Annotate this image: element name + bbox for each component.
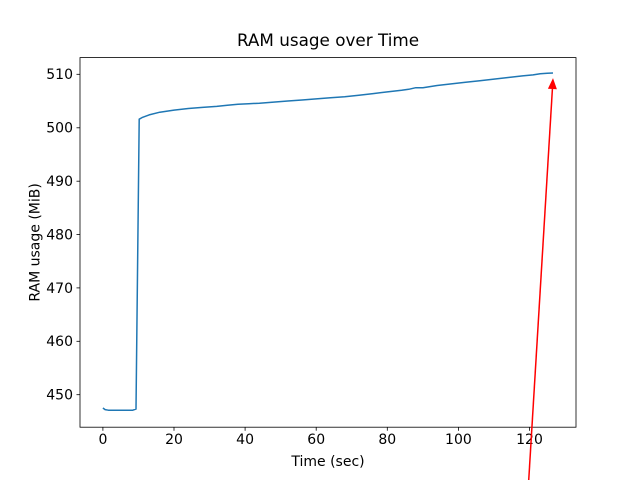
x-axis-label: Time (sec) [290,454,364,470]
y-tick-label: 490 [46,174,73,190]
y-tick-label: 510 [46,67,73,83]
x-tick-label: 120 [516,432,543,448]
plot-area [79,57,577,428]
x-tick-label: 60 [307,432,325,448]
annotation-arrow-line [527,88,554,480]
x-tick-label: 100 [445,432,472,448]
ram-usage-line [102,72,554,411]
y-tick-label: 470 [46,281,73,297]
x-tick-label: 80 [378,432,396,448]
y-tick-label: 460 [46,334,73,350]
y-tick-label: 480 [46,228,73,244]
y-axis-tick-marks [76,73,80,396]
x-tick-label: 20 [165,432,183,448]
y-tick-label: 450 [46,388,73,404]
y-axis-tick-labels: 450 460 470 480 490 500 510 [46,67,73,403]
y-tick-label: 500 [46,121,73,137]
x-tick-label: 40 [236,432,254,448]
x-tick-label: 0 [98,432,107,448]
x-axis-tick-marks [102,427,530,431]
chart-title: RAM usage over Time [237,30,419,50]
annotation-arrow [527,78,557,480]
x-axis-tick-labels: 0 20 40 60 80 100 120 [98,432,542,448]
annotation-arrowhead-icon [547,78,557,90]
y-axis-label: RAM usage (MiB) [28,183,44,301]
